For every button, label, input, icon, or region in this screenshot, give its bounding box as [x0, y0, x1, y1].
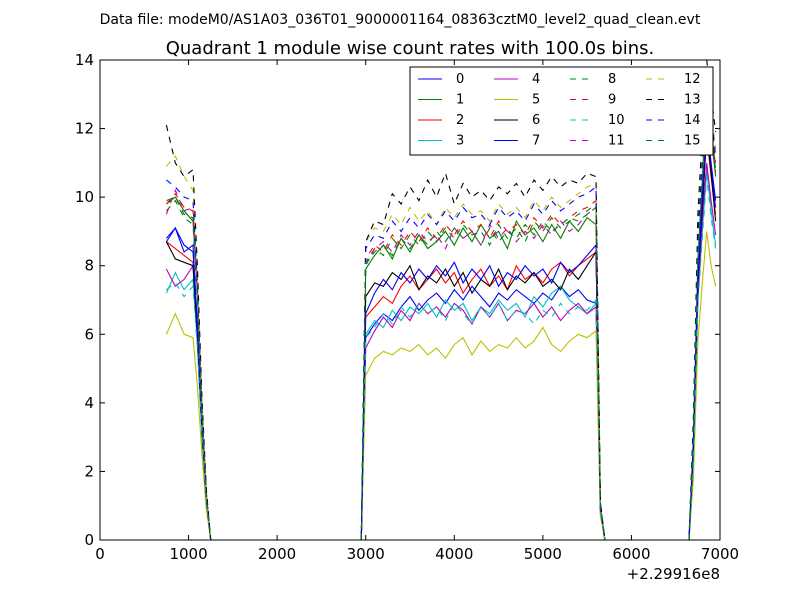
- y-tick-label: 4: [84, 394, 94, 412]
- series-line-5: [688, 231, 717, 540]
- y-tick-label: 2: [84, 462, 94, 480]
- legend-label-5: 5: [532, 93, 540, 108]
- legend-label-14: 14: [684, 113, 701, 128]
- series-line-4: [360, 302, 606, 540]
- legend-label-10: 10: [608, 113, 625, 128]
- series-line-8: [165, 199, 212, 540]
- axes-frame: [99, 59, 721, 541]
- x-tick-label: 0: [95, 545, 105, 563]
- chart-title: Quadrant 1 module wise count rates with …: [166, 38, 655, 59]
- plot-lines: [165, 60, 717, 540]
- series-line-7: [360, 243, 606, 540]
- series-line-14: [166, 179, 212, 540]
- y-tick-label: 12: [75, 120, 94, 138]
- series-line-14: [360, 185, 606, 540]
- series-line-9: [165, 192, 212, 540]
- legend-label-3: 3: [456, 134, 464, 149]
- legend-label-8: 8: [608, 72, 616, 87]
- x-tick-label: 1000: [169, 545, 207, 563]
- series-line-2: [166, 241, 212, 540]
- series-line-8: [360, 202, 606, 540]
- x-tick-label: 2000: [258, 545, 296, 563]
- series-line-10: [688, 176, 717, 540]
- x-offset-label: +2.29916e8: [627, 565, 720, 583]
- series-line-13: [360, 171, 606, 540]
- legend-label-9: 9: [608, 93, 616, 108]
- series-line-15: [360, 206, 606, 540]
- legend-label-13: 13: [684, 93, 701, 108]
- series-line-0: [165, 226, 212, 540]
- x-tick-label: 6000: [612, 545, 650, 563]
- legend-label-7: 7: [532, 134, 540, 149]
- y-tick-label: 10: [75, 188, 94, 206]
- series-line-1: [360, 216, 606, 540]
- series-line-0: [360, 285, 606, 540]
- series-line-3: [360, 285, 606, 540]
- series-line-6: [165, 241, 212, 540]
- series-line-13: [165, 124, 212, 540]
- legend-label-4: 4: [532, 72, 540, 87]
- series-line-10: [166, 282, 212, 540]
- legend-label-1: 1: [456, 93, 464, 108]
- y-tick-label: 0: [84, 531, 94, 549]
- series-line-5: [165, 312, 212, 540]
- y-tick-label: 8: [84, 257, 94, 275]
- series-line-2: [360, 250, 606, 540]
- legend-label-2: 2: [456, 113, 464, 128]
- x-tick-label: 4000: [435, 545, 473, 563]
- series-line-9: [360, 199, 606, 540]
- legend-label-6: 6: [532, 113, 540, 128]
- series-line-12: [360, 182, 606, 540]
- series-line-10: [360, 298, 606, 540]
- series-line-4: [165, 264, 212, 540]
- series-line-11: [360, 206, 606, 540]
- legend-label-11: 11: [608, 134, 625, 149]
- legend-label-15: 15: [684, 134, 701, 149]
- series-line-7: [165, 227, 212, 540]
- y-tick-label: 14: [75, 51, 94, 69]
- series-line-15: [166, 196, 212, 540]
- y-tick-label: 6: [84, 325, 94, 343]
- series-line-5: [360, 326, 606, 540]
- series-line-11: [165, 188, 212, 540]
- suptitle: Data file: modeM0/AS1A03_036T01_90000011…: [100, 12, 701, 28]
- legend-label-12: 12: [684, 72, 701, 87]
- series-line-3: [165, 271, 212, 540]
- x-tick-label: 5000: [524, 545, 562, 563]
- x-tick-label: 3000: [347, 545, 385, 563]
- x-tick-label: 7000: [701, 545, 739, 563]
- legend-label-0: 0: [456, 72, 464, 87]
